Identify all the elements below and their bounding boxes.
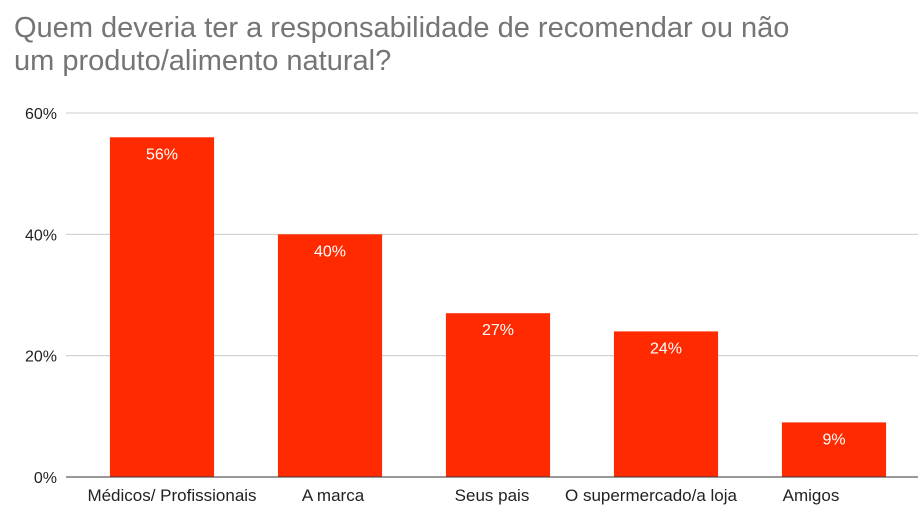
data-label: 56% (146, 146, 178, 163)
data-label: 40% (314, 243, 346, 260)
data-labels: 56% 40% 27% 24% 9% (146, 146, 846, 448)
y-tick-label: 0% (34, 470, 57, 487)
data-label: 24% (650, 340, 682, 357)
category-label: Amigos (783, 486, 840, 505)
data-label: 27% (482, 322, 514, 339)
bars (109, 137, 887, 477)
bar (781, 422, 887, 477)
y-tick-label: 40% (25, 227, 57, 244)
category-label: O supermercado/a loja (565, 486, 738, 505)
data-label: 9% (822, 431, 845, 448)
chart-title: Quem deveria ter a responsabilidade de r… (14, 12, 914, 78)
bar (277, 234, 383, 477)
y-tick-label: 60% (25, 106, 57, 123)
bar (109, 137, 215, 477)
chart-title-line-2: um produto/alimento natural? (14, 45, 392, 77)
y-tick-label: 20% (25, 349, 57, 366)
x-axis-category-labels: Médicos/ Profissionais A marca Seus pais O … (87, 486, 839, 505)
category-label: Seus pais (455, 486, 530, 505)
chart-title-line-1: Quem deveria ter a responsabilidade de r… (14, 12, 790, 44)
category-label: Médicos/ Profissionais (87, 486, 256, 505)
y-axis-tick-labels: 0% 20% 40% 60% (25, 106, 57, 487)
bar (613, 331, 719, 477)
bar (445, 313, 551, 477)
category-label: A marca (302, 486, 365, 505)
